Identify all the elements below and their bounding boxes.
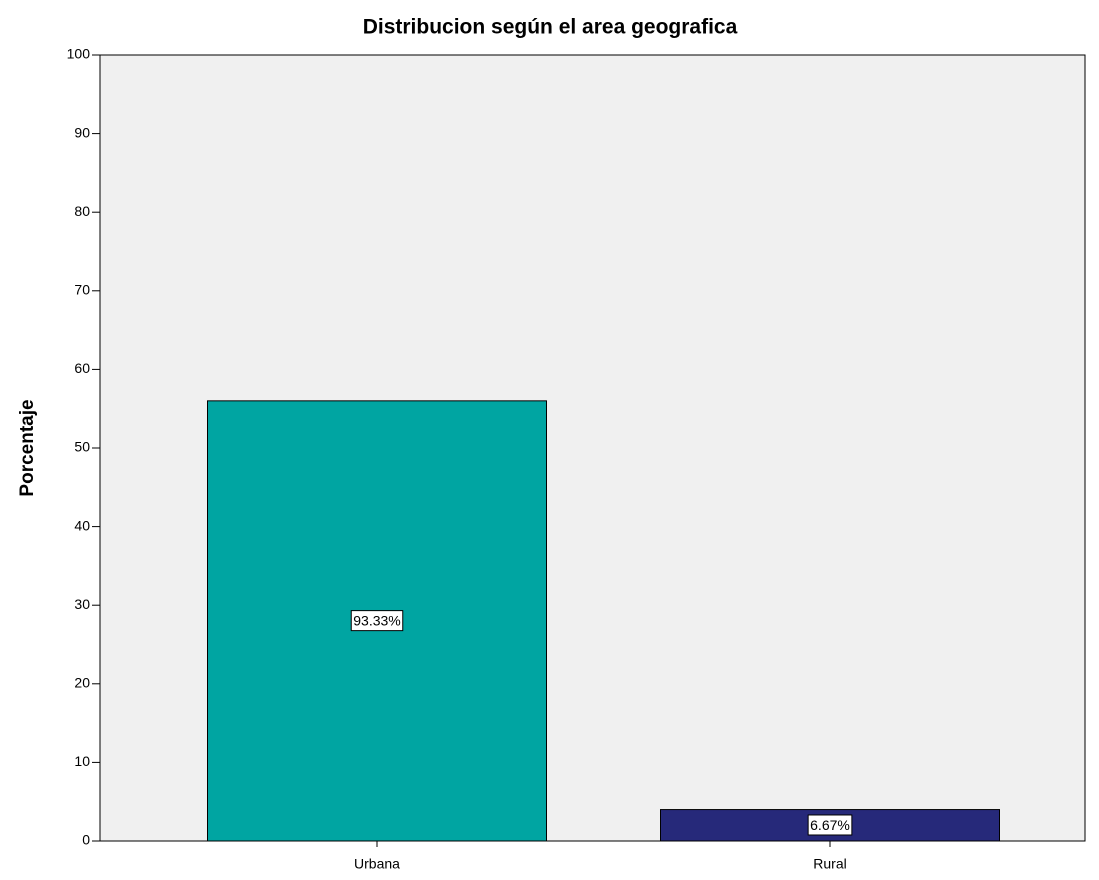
y-tick-label: 70 [74, 282, 90, 298]
y-tick-label: 40 [74, 517, 90, 533]
y-tick-label: 100 [67, 46, 91, 62]
y-axis-label: Porcentaje [17, 399, 38, 496]
annotation: 6.67% [810, 817, 850, 833]
y-tick-label: 60 [74, 360, 90, 376]
y-tick-label: 90 [74, 124, 90, 140]
y-tick-label: 50 [74, 439, 90, 455]
y-tick-label: 20 [74, 675, 90, 691]
annotation-box [807, 814, 853, 836]
x-tick-label: Rural [813, 856, 846, 872]
y-tick-label: 80 [74, 203, 90, 219]
chart-title: Distribucion según el area geografica [363, 16, 738, 39]
annotation: 93.33% [353, 613, 400, 629]
y-tick-label: 0 [82, 832, 90, 848]
annotation-box [350, 610, 404, 632]
y-tick-label: 30 [74, 596, 90, 612]
x-tick-label: Urbana [354, 856, 400, 872]
y-tick-label: 10 [74, 753, 90, 769]
